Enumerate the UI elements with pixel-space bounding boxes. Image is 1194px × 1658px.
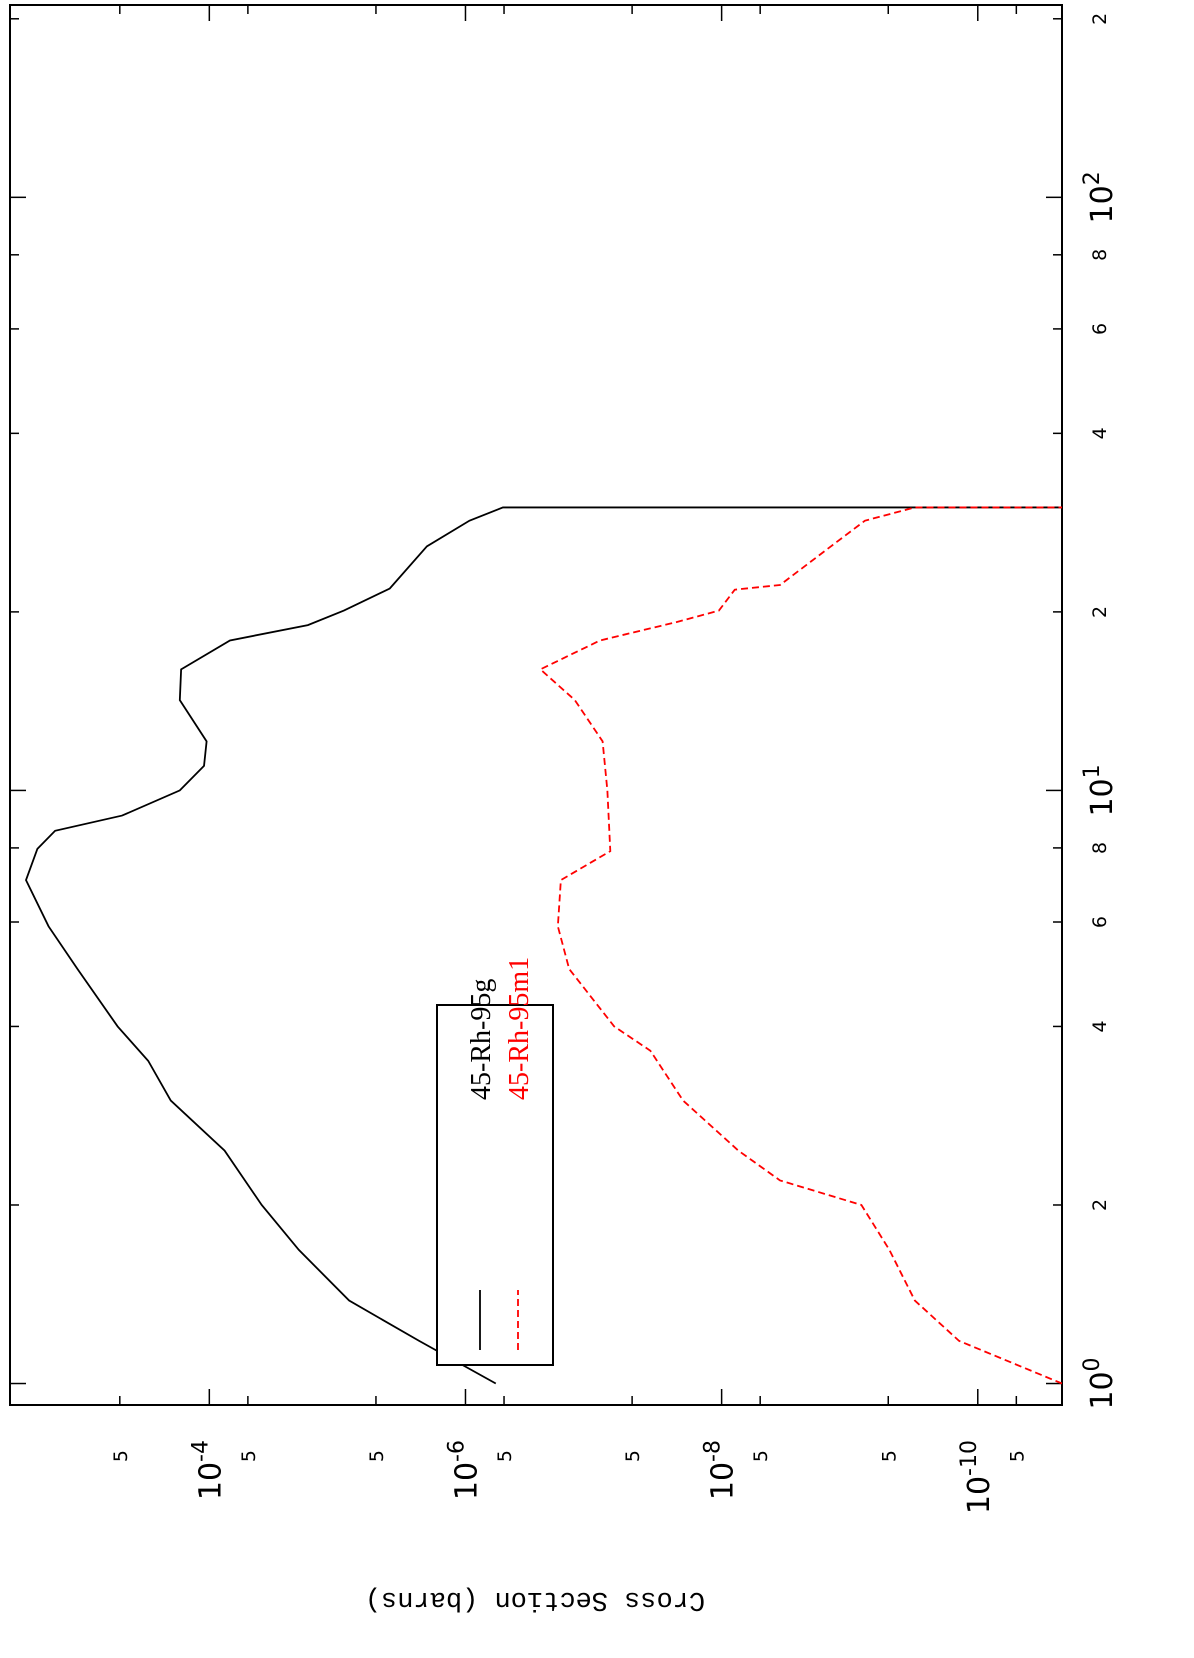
tick-label-base: 5 <box>878 1450 900 1462</box>
tick-label-base: 10 <box>193 1462 228 1500</box>
tick-label-base: 2 <box>1089 606 1111 618</box>
tick-label-exponent: -4 <box>188 1440 213 1462</box>
rotated-plot: Cross Section (barns) 100246810124681022… <box>9 4 1120 1614</box>
legend-label: 45-Rh-95g <box>466 979 497 1100</box>
tick-label-base: 4 <box>1089 427 1111 439</box>
tick-label: 8 <box>1089 249 1111 261</box>
tick-label: 5 <box>238 1450 260 1462</box>
legend-label: 45-Rh-95m1 <box>504 957 535 1100</box>
tick-label-exponent: 0 <box>1080 1357 1105 1371</box>
tick-label: 10-8 <box>701 1440 741 1500</box>
tick-label: 4 <box>1089 1020 1111 1032</box>
tick-label: 6 <box>1089 323 1111 335</box>
plot-frame <box>9 4 1063 1406</box>
tick-label: 5 <box>366 1450 388 1462</box>
tick-label-base: 8 <box>1089 249 1111 261</box>
tick-label-exponent: -8 <box>701 1440 726 1462</box>
tick-label: 10-10 <box>957 1440 997 1514</box>
tick-label: 10-6 <box>444 1440 484 1500</box>
tick-label: 10-4 <box>188 1440 228 1500</box>
tick-label-base: 5 <box>750 1450 772 1462</box>
tick-label-base: 10 <box>1085 185 1120 223</box>
tick-label: 5 <box>750 1450 772 1462</box>
tick-label: 2 <box>1089 606 1111 618</box>
tick-label-base: 5 <box>1006 1450 1028 1462</box>
tick-label-base: 5 <box>366 1450 388 1462</box>
tick-label-exponent: 1 <box>1080 764 1105 778</box>
tick-label: 100 <box>1080 1357 1120 1409</box>
tick-label-base: 10 <box>1085 1371 1120 1409</box>
tick-label-base: 2 <box>1089 13 1111 25</box>
tick-label-base: 5 <box>494 1450 516 1462</box>
tick-label-base: 5 <box>622 1450 644 1462</box>
tick-label: 2 <box>1089 13 1111 25</box>
tick-label-base: 10 <box>962 1476 997 1514</box>
tick-label-exponent: -6 <box>444 1440 469 1462</box>
tick-label-base: 5 <box>238 1450 260 1462</box>
tick-label: 5 <box>494 1450 516 1462</box>
tick-label: 102 <box>1080 171 1120 223</box>
tick-label: 2 <box>1089 1199 1111 1211</box>
tick-label: 5 <box>622 1450 644 1462</box>
legend-box <box>436 1004 554 1366</box>
tick-label: 8 <box>1089 842 1111 854</box>
tick-label: 6 <box>1089 916 1111 928</box>
tick-label-exponent: -10 <box>957 1440 982 1476</box>
tick-label: 5 <box>110 1450 132 1462</box>
y-axis-title: Cross Section (barns) <box>365 1584 705 1614</box>
tick-label: 4 <box>1089 427 1111 439</box>
tick-label-base: 5 <box>110 1450 132 1462</box>
series-line <box>25 506 1062 1385</box>
tick-label-exponent: 2 <box>1080 171 1105 185</box>
tick-label: 5 <box>1006 1450 1028 1462</box>
series-line <box>538 506 1062 1385</box>
tick-label: 101 <box>1080 764 1120 816</box>
tick-label-base: 10 <box>449 1462 484 1500</box>
tick-label: 5 <box>878 1450 900 1462</box>
tick-label-base: 6 <box>1089 323 1111 335</box>
tick-label-base: 10 <box>706 1462 741 1500</box>
tick-label-base: 10 <box>1085 778 1120 816</box>
